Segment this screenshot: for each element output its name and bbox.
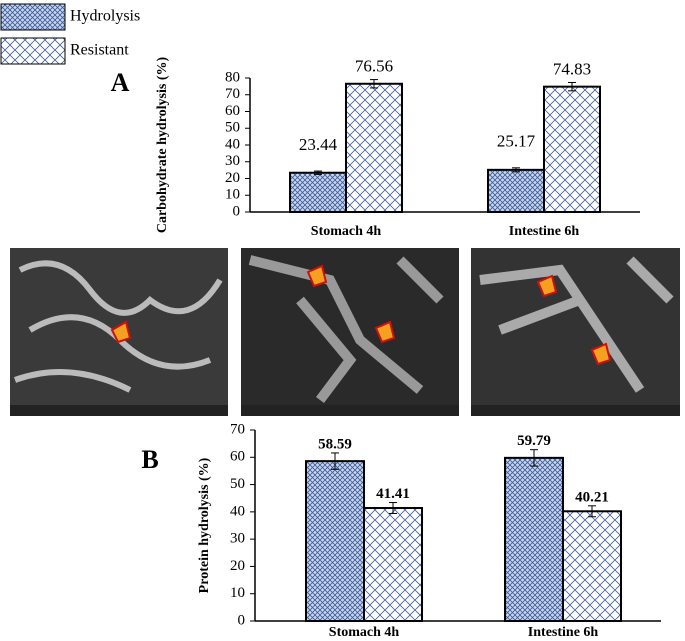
y-tick-label: 30 <box>225 153 240 169</box>
panel-label: A <box>111 68 130 97</box>
y-tick-label: 40 <box>225 136 240 152</box>
x-tick-label: Intestine 6h <box>509 224 580 239</box>
y-tick-label: 50 <box>230 476 245 492</box>
value-label: 58.59 <box>318 436 352 452</box>
y-tick-label: 20 <box>225 170 240 186</box>
x-tick-label: Stomach 4h <box>311 224 382 239</box>
value-label: 23.44 <box>299 135 338 154</box>
error-bar <box>512 167 520 173</box>
sem-texture <box>479 256 674 393</box>
y-tick-label: 70 <box>225 86 240 102</box>
x-tick-label: Intestine 6h <box>528 625 599 640</box>
legend-swatch <box>0 37 66 65</box>
sem-info-bar <box>471 405 680 416</box>
y-tick-label: 80 <box>225 69 240 85</box>
panel-label: B <box>141 445 158 474</box>
bar <box>289 171 347 214</box>
error-bar <box>568 81 576 92</box>
value-label: 74.83 <box>553 59 591 78</box>
error-bar <box>370 79 378 89</box>
arrow-marker <box>110 320 132 344</box>
legend-label: Hydrolysis <box>70 8 140 25</box>
y-tick-label: 40 <box>230 503 245 519</box>
bar <box>305 460 365 622</box>
sem-images <box>10 248 680 416</box>
bar <box>504 456 564 622</box>
value-label: 76.56 <box>355 56 393 75</box>
y-tick-label: 60 <box>230 449 245 465</box>
y-tick-label: 10 <box>225 187 240 203</box>
legend-label: Resistant <box>70 42 129 59</box>
value-label: 41.41 <box>376 486 410 502</box>
legend-swatch <box>0 3 66 31</box>
bar <box>543 85 601 213</box>
arrow-marker <box>590 342 612 366</box>
error-bar <box>389 502 397 514</box>
x-tick-label: Stomach 4h <box>329 625 400 640</box>
error-bar <box>331 452 339 470</box>
sem-image <box>241 248 459 416</box>
y-tick-label: 50 <box>225 120 240 136</box>
bar <box>345 82 403 214</box>
value-label: 25.17 <box>497 132 536 151</box>
bar <box>487 168 545 214</box>
sem-info-bar <box>241 405 459 416</box>
sem-info-bar <box>10 405 228 416</box>
y-tick-label: 0 <box>233 203 241 219</box>
arrow-marker <box>374 320 396 344</box>
y-tick-label: 0 <box>238 612 246 628</box>
arrow-marker <box>536 274 558 298</box>
y-tick-label: 60 <box>225 103 240 119</box>
y-tick-label: 30 <box>230 531 245 547</box>
error-bar <box>588 505 596 518</box>
y-tick-label: 70 <box>230 421 245 437</box>
y-tick-label: 20 <box>230 558 245 574</box>
bar <box>562 510 622 623</box>
error-bar <box>530 449 538 467</box>
arrow-marker <box>306 264 328 288</box>
bar <box>363 507 423 622</box>
value-label: 59.79 <box>517 433 551 449</box>
y-axis-label: Protein hydrolysis (%) <box>197 457 212 593</box>
y-tick-label: 10 <box>230 585 245 601</box>
y-axis-label: Carbohydrate hydrolysis (%) <box>155 57 170 234</box>
sem-texture <box>248 255 444 403</box>
error-bar <box>314 170 322 175</box>
value-label: 40.21 <box>575 489 609 505</box>
